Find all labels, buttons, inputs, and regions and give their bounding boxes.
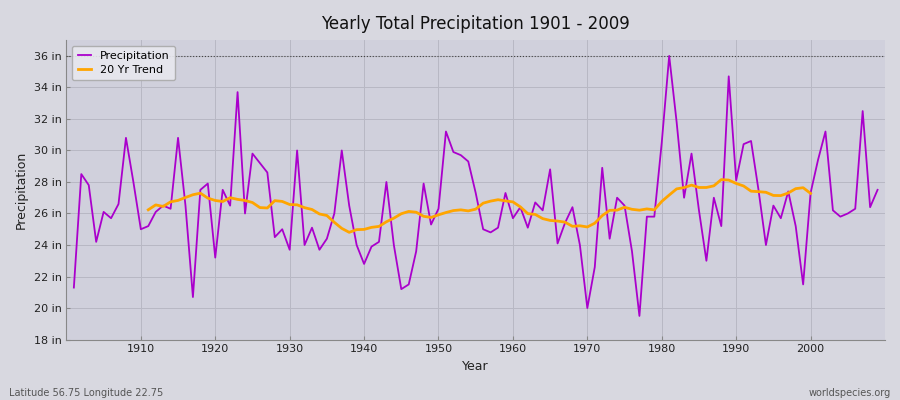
Precipitation xyxy=(634,314,644,318)
20 Yr Trend xyxy=(143,207,154,212)
20 Yr Trend xyxy=(790,186,801,191)
Title: Yearly Total Precipitation 1901 - 2009: Yearly Total Precipitation 1901 - 2009 xyxy=(321,15,630,33)
Precipitation xyxy=(128,180,139,184)
Precipitation xyxy=(292,148,302,153)
20 Yr Trend xyxy=(344,230,355,235)
20 Yr Trend xyxy=(806,191,816,196)
Precipitation xyxy=(597,165,608,170)
Precipitation xyxy=(872,188,883,192)
Precipitation xyxy=(508,216,518,221)
Y-axis label: Precipitation: Precipitation xyxy=(15,151,28,229)
20 Yr Trend xyxy=(716,177,726,182)
20 Yr Trend xyxy=(724,178,734,182)
20 Yr Trend xyxy=(232,197,243,202)
Precipitation xyxy=(337,148,347,153)
20 Yr Trend xyxy=(351,227,362,232)
Precipitation xyxy=(68,285,79,290)
Text: worldspecies.org: worldspecies.org xyxy=(809,388,891,398)
20 Yr Trend xyxy=(701,185,712,190)
Line: Precipitation: Precipitation xyxy=(74,56,878,316)
Line: 20 Yr Trend: 20 Yr Trend xyxy=(148,180,811,232)
20 Yr Trend xyxy=(612,208,623,212)
Precipitation xyxy=(500,190,511,195)
Legend: Precipitation, 20 Yr Trend: Precipitation, 20 Yr Trend xyxy=(72,46,176,80)
X-axis label: Year: Year xyxy=(463,360,489,373)
Precipitation xyxy=(664,54,675,58)
Text: Latitude 56.75 Longitude 22.75: Latitude 56.75 Longitude 22.75 xyxy=(9,388,163,398)
